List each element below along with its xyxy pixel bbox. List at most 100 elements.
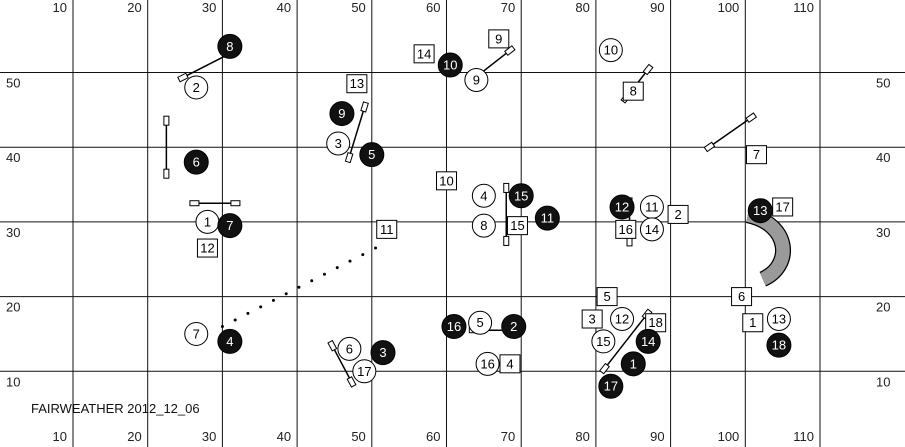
marker-label: 13	[753, 203, 767, 218]
marker-square-14: 14	[413, 44, 435, 64]
marker-black-3: 3	[370, 340, 396, 366]
marker-label: 7	[226, 218, 233, 233]
marker-label: 17	[357, 364, 371, 379]
x-tick-bottom: 60	[426, 429, 440, 444]
marker-label: 12	[615, 312, 629, 327]
x-tick-top: 100	[718, 0, 740, 15]
marker-square-12: 12	[196, 238, 218, 258]
path-dot	[297, 285, 301, 289]
marker-label: 5	[368, 147, 375, 162]
marker-label: 3	[335, 136, 342, 151]
marker-label: 7	[753, 147, 760, 162]
marker-black-12: 12	[609, 194, 635, 220]
marker-black-8: 8	[217, 33, 243, 59]
path-dot	[220, 324, 224, 328]
marker-label: 17	[604, 379, 618, 394]
dotted-path	[220, 246, 378, 328]
marker-label: 16	[619, 222, 633, 237]
marker-square-16: 16	[615, 219, 637, 239]
marker-label: 10	[439, 173, 453, 188]
jump-obstacle	[503, 182, 510, 246]
axis-ticks: 10 10 20 20 30 30 40 40 50 50 60 60 70 70 80 80 90 90 100 1…	[6, 0, 890, 444]
tunnel	[745, 207, 791, 287]
y-tick-left: 30	[6, 225, 20, 240]
marker-label: 2	[674, 207, 681, 222]
marker-label: 8	[480, 218, 487, 233]
marker-label: 7	[193, 326, 200, 341]
marker-label: 1	[204, 214, 211, 229]
y-tick-right: 20	[876, 300, 890, 315]
path-dot	[259, 305, 263, 309]
x-tick-bottom: 50	[351, 429, 365, 444]
x-tick-bottom: 10	[53, 429, 67, 444]
marker-circle-4: 4	[471, 183, 496, 208]
marker-label: 18	[648, 315, 662, 330]
marker-label: 16	[447, 319, 461, 334]
y-tick-right: 40	[876, 150, 890, 165]
y-tick-left: 40	[6, 150, 20, 165]
marker-label: 15	[514, 188, 528, 203]
x-tick-bottom: 100	[718, 429, 740, 444]
marker-label: 6	[193, 155, 200, 170]
path-dot	[271, 298, 275, 302]
course-title: FAIRWEATHER 2012_12_06	[31, 401, 200, 416]
x-tick-top: 20	[127, 0, 141, 15]
marker-black-10: 10	[437, 52, 463, 78]
marker-label: 14	[645, 222, 659, 237]
path-dot	[284, 292, 288, 296]
marker-label: 17	[775, 199, 789, 214]
marker-black-18: 18	[766, 332, 792, 358]
marker-label: 16	[480, 356, 494, 371]
marker-label: 2	[510, 319, 517, 334]
marker-label: 5	[603, 289, 610, 304]
x-tick-bottom: 20	[127, 429, 141, 444]
marker-circle-13: 13	[766, 307, 791, 332]
marker-black-7: 7	[217, 213, 243, 239]
marker-label: 11	[645, 199, 659, 214]
marker-circle-11: 11	[639, 194, 664, 219]
marker-square-10: 10	[436, 171, 457, 191]
marker-label: 1	[749, 315, 756, 330]
marker-square-15: 15	[506, 216, 528, 236]
jump-obstacle	[703, 112, 758, 153]
x-tick-top: 40	[277, 0, 291, 15]
marker-square-11: 11	[376, 219, 398, 239]
marker-circle-12: 12	[610, 307, 635, 332]
marker-square-7: 7	[746, 145, 768, 165]
path-dot	[246, 311, 250, 315]
marker-label: 15	[596, 334, 610, 349]
jump-obstacle	[344, 101, 369, 164]
marker-label: 6	[738, 289, 745, 304]
x-tick-top: 30	[202, 0, 216, 15]
marker-circle-10: 10	[598, 38, 623, 63]
marker-circle-14: 14	[639, 217, 664, 242]
x-tick-top: 80	[575, 0, 589, 15]
x-tick-top: 60	[426, 0, 440, 15]
marker-square-18: 18	[645, 313, 667, 333]
marker-black-1: 1	[620, 351, 646, 377]
marker-black-6: 6	[183, 149, 209, 175]
marker-label: 1	[630, 356, 637, 371]
marker-label: 10	[604, 43, 618, 58]
x-tick-top: 50	[351, 0, 365, 15]
path-dot	[348, 259, 352, 263]
marker-circle-2: 2	[184, 75, 209, 100]
marker-label: 15	[510, 218, 524, 233]
x-tick-top: 10	[53, 0, 67, 15]
marker-label: 8	[226, 39, 233, 54]
marker-square-17: 17	[772, 197, 794, 217]
marker-circle-15: 15	[591, 329, 616, 354]
x-tick-bottom: 80	[575, 429, 589, 444]
marker-black-2: 2	[501, 313, 527, 339]
path-dot	[361, 253, 365, 257]
marker-square-9: 9	[488, 29, 510, 49]
marker-label: 13	[772, 312, 786, 327]
marker-black-14: 14	[635, 328, 661, 354]
jump-obstacle	[599, 308, 653, 375]
marker-circle-7: 7	[184, 321, 209, 346]
path-dot	[233, 318, 237, 322]
marker-black-4: 4	[217, 328, 243, 354]
y-tick-left: 50	[6, 76, 20, 91]
marker-black-17: 17	[598, 373, 624, 399]
marker-circle-8: 8	[471, 213, 496, 238]
